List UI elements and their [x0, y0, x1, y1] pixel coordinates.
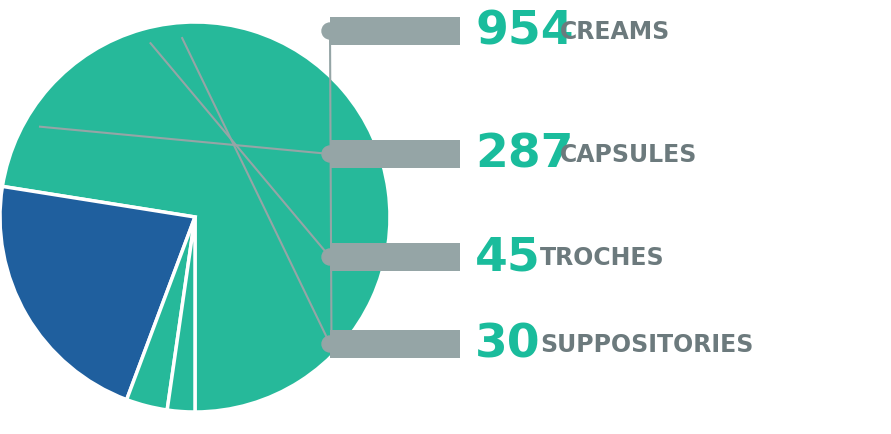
Bar: [330, 243, 460, 271]
Text: 954: 954: [475, 10, 574, 54]
Text: CAPSULES: CAPSULES: [560, 143, 698, 167]
Wedge shape: [3, 23, 390, 412]
Circle shape: [322, 24, 338, 40]
Circle shape: [322, 336, 338, 352]
Wedge shape: [0, 187, 195, 400]
Bar: [330, 18, 460, 46]
Wedge shape: [127, 217, 195, 410]
Bar: [330, 141, 460, 169]
Circle shape: [322, 250, 338, 265]
Text: CREAMS: CREAMS: [560, 20, 670, 44]
Text: TROCHES: TROCHES: [540, 246, 665, 270]
Bar: [330, 330, 460, 358]
Text: 30: 30: [475, 322, 541, 367]
Text: SUPPOSITORIES: SUPPOSITORIES: [540, 332, 754, 356]
Wedge shape: [168, 217, 195, 412]
Circle shape: [322, 147, 338, 163]
Text: 45: 45: [475, 235, 541, 280]
Text: 287: 287: [475, 132, 574, 177]
